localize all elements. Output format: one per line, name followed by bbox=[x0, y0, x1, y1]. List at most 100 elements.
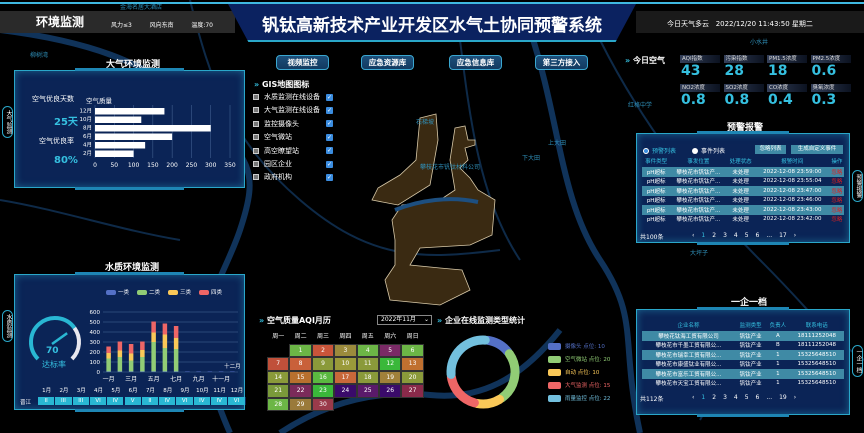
side-tab-water[interactable]: 水质监测 bbox=[2, 310, 13, 342]
page-link[interactable]: ... bbox=[766, 394, 773, 401]
gis-layer-item[interactable]: 大气监测在线设备 ✓ bbox=[253, 105, 338, 115]
calendar-day[interactable]: 25 bbox=[356, 384, 379, 398]
calendar-day[interactable]: 13 bbox=[401, 357, 424, 371]
table-row[interactable]: pH超标 攀枝花市钒钛产... 未处理 2022-12-08 23:55:04 忽略 bbox=[642, 177, 844, 187]
gis-layer-item[interactable]: 空气微站 ✓ bbox=[253, 132, 338, 142]
gis-layer-item[interactable]: 高空瞭望站 ✓ bbox=[253, 146, 338, 156]
calendar-day[interactable]: 1 bbox=[289, 344, 312, 358]
table-row[interactable]: pH超标 攀枝花市钒钛产... 未处理 2022-12-08 23:59:00 忽略 bbox=[642, 167, 844, 177]
x-tick-label: 150 bbox=[147, 162, 159, 169]
page-link[interactable]: 1 bbox=[701, 232, 706, 239]
table-row[interactable]: 攀枝花市天宝工贸有限公... 钒钛产业 1 15325648510 bbox=[642, 379, 844, 389]
emergency-resource-button[interactable]: 应急资源库 bbox=[361, 55, 414, 70]
page-link[interactable]: 3 bbox=[723, 232, 727, 239]
calendar-day[interactable]: 9 bbox=[311, 357, 335, 371]
page-link[interactable]: ‹ bbox=[692, 232, 695, 239]
ignore-action[interactable]: 忽略 bbox=[829, 167, 844, 177]
calendar-day[interactable]: 18 bbox=[356, 370, 379, 385]
calendar-day[interactable]: 26 bbox=[379, 384, 402, 398]
calendar-day[interactable]: 20 bbox=[401, 370, 424, 385]
table-row[interactable]: 攀枝花市富乐工贸有限公... 钒钛产业 1 15325648510 bbox=[642, 369, 844, 379]
calendar-day[interactable]: 27 bbox=[401, 384, 424, 398]
calendar-day[interactable]: 17 bbox=[334, 370, 357, 385]
create-event-button[interactable]: 生成自定义事件 bbox=[791, 145, 843, 154]
side-tab-alarm[interactable]: 预警报警 bbox=[852, 170, 863, 202]
table-row[interactable]: pH超标 攀枝花市钒钛产... 未处理 2022-12-08 23:42:00 忽略 bbox=[642, 215, 844, 225]
page-link[interactable]: › bbox=[793, 232, 797, 239]
calendar-day[interactable]: 2 bbox=[311, 344, 335, 358]
table-row[interactable]: 攀枝花市康盛钛业有限公... 钒钛产业 1 15325648510 bbox=[642, 360, 844, 370]
page-link[interactable]: 4 bbox=[733, 232, 738, 239]
calendar-day[interactable]: 3 bbox=[334, 344, 357, 358]
table-row[interactable]: 攀枝花市瑞幸工贸有限公... 钒钛产业 1 15325648510 bbox=[642, 350, 844, 360]
ignore-action[interactable]: 忽略 bbox=[831, 179, 843, 186]
page-link[interactable]: ‹ bbox=[692, 394, 695, 401]
gis-layer-item[interactable]: 政府机构 ✓ bbox=[253, 172, 338, 182]
radio-warning-list[interactable]: 预警列表 bbox=[643, 146, 676, 155]
ignore-action[interactable]: 忽略 bbox=[831, 217, 843, 224]
page-link[interactable]: 2 bbox=[712, 232, 717, 239]
page-link[interactable]: 19 bbox=[779, 394, 787, 401]
calendar-day[interactable]: 7 bbox=[267, 357, 290, 371]
layer-checkbox[interactable]: ✓ bbox=[326, 133, 333, 141]
gis-layer-item[interactable]: 监控摄像头 ✓ bbox=[253, 119, 338, 129]
calendar-day[interactable]: 19 bbox=[379, 370, 402, 385]
side-tab-enterprise[interactable]: 一企一档 bbox=[852, 345, 863, 377]
table-row[interactable]: 攀枝花钛海工贸有限公司 钒钛产业 A 18111252048 bbox=[642, 331, 844, 341]
calendar-day[interactable]: 21 bbox=[267, 384, 290, 398]
calendar-day[interactable]: 30 bbox=[311, 397, 335, 411]
calendar-day[interactable]: 28 bbox=[267, 397, 290, 411]
page-link[interactable]: 6 bbox=[755, 394, 760, 401]
calendar-day[interactable]: 5 bbox=[379, 344, 402, 358]
table-row[interactable]: 攀枝花市千墨工贸有限公... 钒钛产业 B 18111252048 bbox=[642, 341, 844, 351]
calendar-day[interactable]: 23 bbox=[311, 384, 335, 398]
side-tab-air[interactable]: 大气监测 bbox=[2, 106, 13, 138]
ignore-action[interactable]: 忽略 bbox=[831, 198, 843, 205]
table-row[interactable]: pH超标 攀枝花市钒钛产... 未处理 2022-12-08 23:46:00 忽略 bbox=[642, 196, 844, 206]
calendar-day[interactable]: 16 bbox=[311, 370, 335, 385]
calendar-day[interactable]: 10 bbox=[334, 357, 357, 371]
month-select[interactable]: 2022年11月 ⌄ bbox=[377, 315, 432, 325]
page-link[interactable]: 1 bbox=[701, 394, 706, 401]
page-link[interactable]: › bbox=[793, 394, 797, 401]
third-party-button[interactable]: 第三方接入 bbox=[535, 55, 588, 70]
page-link[interactable]: 6 bbox=[755, 232, 760, 239]
calendar-day[interactable]: 15 bbox=[289, 370, 312, 385]
grade-cell: V bbox=[124, 397, 142, 405]
calendar-day[interactable]: 14 bbox=[267, 370, 290, 385]
page-link[interactable]: 2 bbox=[712, 394, 717, 401]
table-row[interactable]: pH超标 攀枝花市钒钛产... 未处理 2022-12-08 23:43:00 忽略 bbox=[642, 205, 844, 215]
calendar-day[interactable]: 12 bbox=[379, 357, 402, 371]
video-monitor-button[interactable]: 视频监控 bbox=[276, 55, 329, 70]
gis-layer-item[interactable]: 园区企业 ✓ bbox=[253, 159, 338, 169]
ignore-action[interactable]: 忽略 bbox=[829, 205, 844, 215]
calendar-day[interactable]: 22 bbox=[289, 384, 312, 398]
emergency-info-button[interactable]: 应急信息库 bbox=[449, 55, 502, 70]
radio-event-list[interactable]: 事件列表 bbox=[692, 146, 725, 155]
layer-icon bbox=[253, 120, 259, 127]
layer-checkbox[interactable]: ✓ bbox=[326, 147, 333, 155]
stacked-bar-segment bbox=[106, 346, 111, 353]
layer-checkbox[interactable]: ✓ bbox=[326, 173, 333, 181]
table-row[interactable]: pH超标 攀枝花市钒钛产... 未处理 2022-12-08 23:47:00 忽略 bbox=[642, 186, 844, 196]
page-link[interactable]: ... bbox=[766, 232, 773, 239]
ignore-action[interactable]: 忽略 bbox=[829, 186, 844, 196]
calendar-day[interactable]: 6 bbox=[401, 344, 424, 358]
layer-checkbox[interactable]: ✓ bbox=[326, 93, 333, 101]
layer-checkbox[interactable]: ✓ bbox=[326, 120, 333, 128]
page-link[interactable]: 5 bbox=[744, 232, 749, 239]
page-link[interactable]: 17 bbox=[779, 232, 787, 239]
page-link[interactable]: 3 bbox=[723, 394, 727, 401]
gis-layer-item[interactable]: 水质监测在线设备 ✓ bbox=[253, 92, 338, 102]
calendar-day[interactable]: 29 bbox=[289, 397, 312, 411]
page-link[interactable]: 4 bbox=[733, 394, 738, 401]
calendar-day[interactable]: 11 bbox=[356, 357, 379, 371]
layer-checkbox[interactable]: ✓ bbox=[326, 106, 333, 114]
ignore-list-button[interactable]: 忽略列表 bbox=[755, 145, 786, 154]
calendar-day[interactable]: 4 bbox=[356, 344, 379, 358]
layer-checkbox[interactable]: ✓ bbox=[326, 160, 333, 168]
calendar-day[interactable]: 8 bbox=[289, 357, 312, 371]
stacked-bar-segment bbox=[140, 357, 145, 372]
calendar-day[interactable]: 24 bbox=[334, 384, 357, 398]
page-link[interactable]: 5 bbox=[744, 394, 749, 401]
